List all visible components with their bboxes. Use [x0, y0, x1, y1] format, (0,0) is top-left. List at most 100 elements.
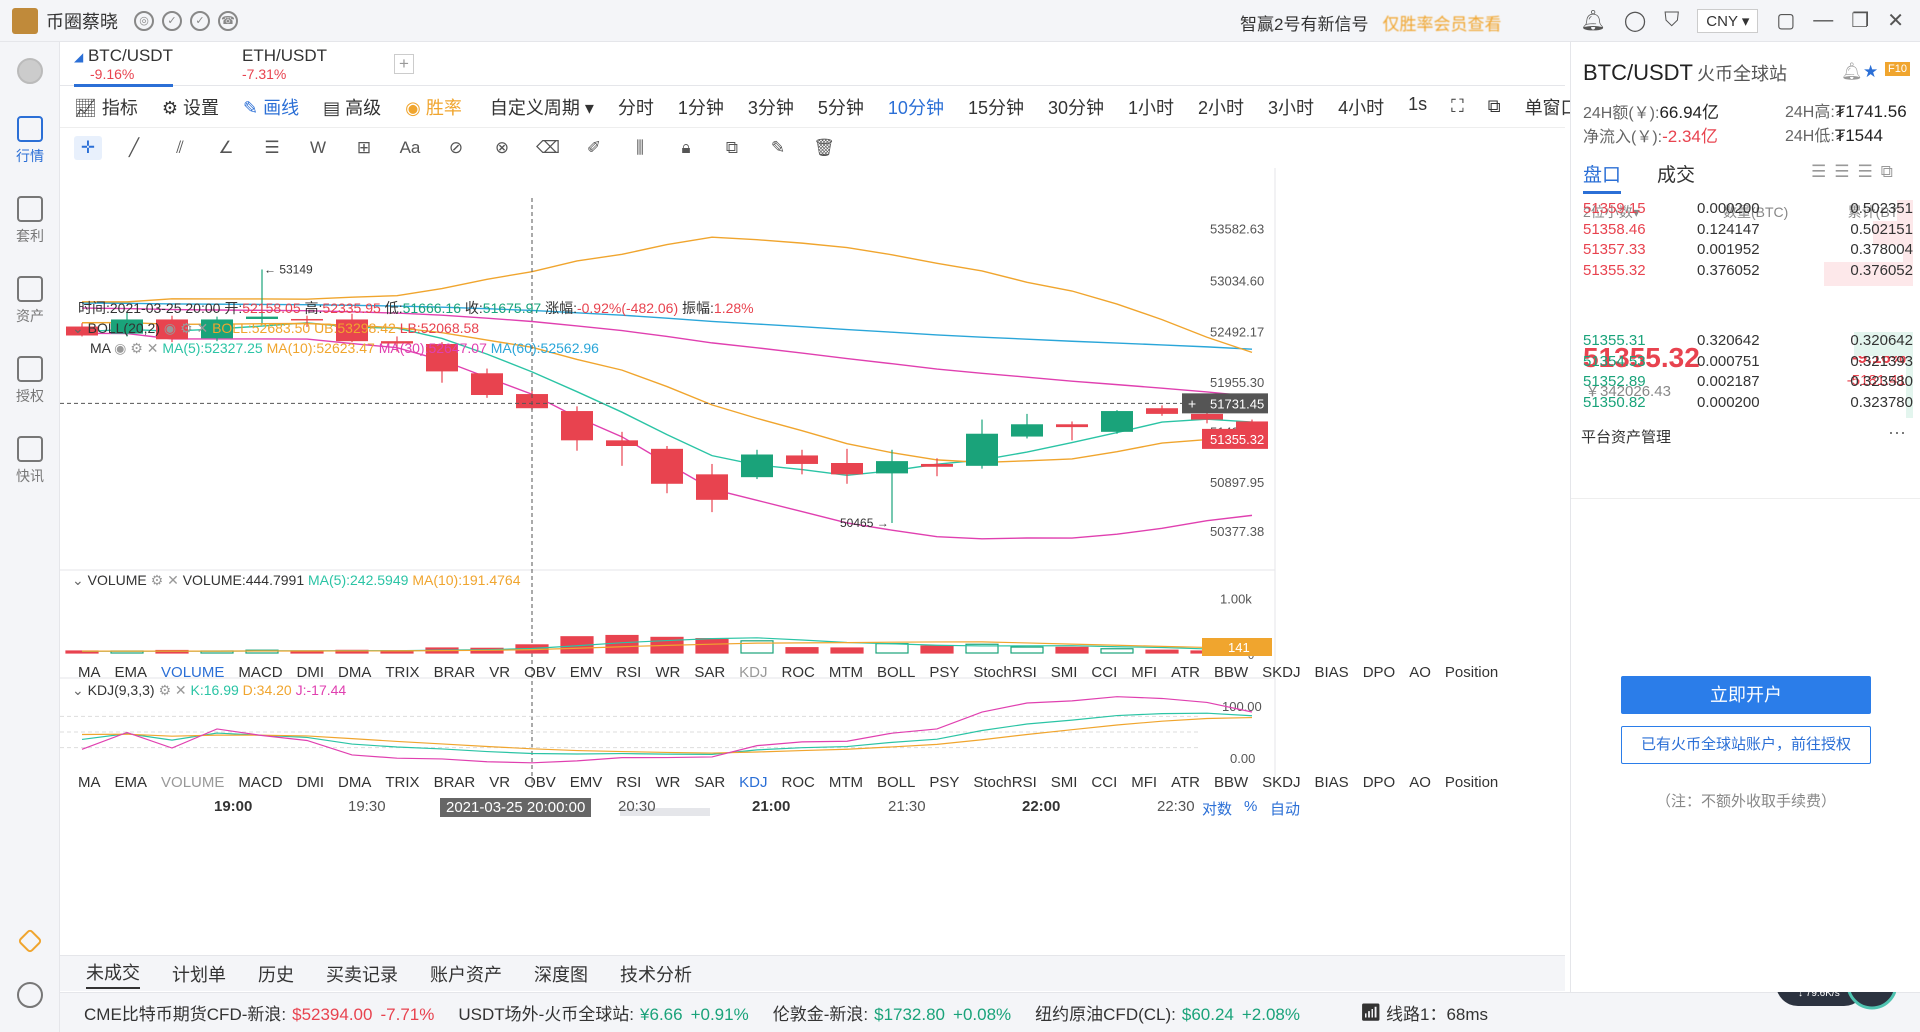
tab-orderbook[interactable]: 盘口 — [1583, 160, 1622, 194]
indicator-tab-sar[interactable]: SAR — [694, 664, 726, 681]
indicator-tab-dma[interactable]: DMA — [338, 664, 372, 681]
period-分时[interactable]: 分时 — [617, 97, 654, 118]
indicator-tab-macd[interactable]: MACD — [238, 664, 283, 681]
indicator-tab-macd[interactable]: MACD — [238, 774, 283, 791]
edit-tool-icon[interactable]: ✎ — [770, 138, 786, 157]
gear-icon[interactable] — [0, 982, 60, 1012]
candle-body[interactable] — [921, 463, 953, 467]
eye-icon[interactable]: ◉ — [114, 340, 127, 356]
indicator-tab-position[interactable]: Position — [1444, 664, 1499, 681]
indicator-tab-dpo[interactable]: DPO — [1362, 774, 1396, 791]
candle-body[interactable] — [1056, 424, 1088, 428]
popout-icon[interactable]: ⧉ — [1487, 96, 1501, 116]
indicator-tab-cci[interactable]: CCI — [1091, 774, 1118, 791]
indicator-tab-volume[interactable]: VOLUME — [161, 774, 225, 791]
wave-tool-icon[interactable]: W — [309, 138, 327, 157]
indicator-tab-rsi[interactable]: RSI — [616, 774, 642, 791]
orderbook-row[interactable]: 51359.15 0.000200 0.502351 — [1583, 200, 1913, 224]
settings-icon[interactable]: ◎ — [134, 10, 154, 31]
shirt-icon[interactable]: ⛉ — [1664, 9, 1680, 31]
eye-icon[interactable]: ◉ — [163, 320, 177, 336]
candle-body[interactable] — [1101, 411, 1133, 432]
volume-bar[interactable] — [695, 638, 729, 654]
indicator-tab-trix[interactable]: TRIX — [385, 664, 420, 681]
indicator-tab-psy[interactable]: PSY — [929, 664, 960, 681]
orderbook-row[interactable]: 51358.46 0.124147 0.502151 — [1583, 220, 1913, 245]
indicator-tab-kdj[interactable]: KDJ — [739, 774, 768, 791]
period-4小时[interactable]: 4小时 — [1338, 97, 1385, 118]
ticker-item[interactable]: 纽约原油CFD(CL): $60.24 +2.08% — [1035, 1000, 1300, 1025]
gear-icon[interactable]: ⚙︎ — [180, 320, 193, 336]
bell-icon[interactable]: 🔔︎ — [1841, 62, 1863, 81]
volume-bar[interactable] — [830, 647, 864, 654]
lock-tool-icon[interactable]: 🔒︎ — [681, 138, 691, 157]
period-2小时[interactable]: 2小时 — [1198, 97, 1245, 118]
volume-bar[interactable] — [605, 634, 639, 654]
indicator-tab-trix[interactable]: TRIX — [385, 774, 420, 791]
signal-link[interactable]: 仅胜率会员查看 — [1382, 15, 1502, 34]
single-window-button[interactable]: 单窗口 — [1524, 97, 1579, 118]
period-1s[interactable]: 1s — [1408, 93, 1428, 114]
close-icon[interactable]: ✕ — [167, 572, 179, 588]
volume-bar[interactable] — [1010, 646, 1044, 654]
volume-bar[interactable] — [1055, 646, 1089, 654]
close-icon[interactable]: ✕ — [174, 682, 187, 698]
tab-trades[interactable]: 成交 — [1657, 165, 1696, 186]
orderbook-row[interactable]: 51350.82 0.000200 0.323780 — [1583, 393, 1913, 418]
period-3分钟[interactable]: 3分钟 — [747, 97, 794, 118]
percent-scale-toggle[interactable]: % — [1244, 798, 1258, 815]
indicator-tab-emv[interactable]: EMV — [569, 774, 603, 791]
minimize-icon[interactable]: — — [1813, 9, 1834, 31]
period-10分钟[interactable]: 10分钟 — [887, 97, 944, 118]
volume-bar[interactable] — [740, 640, 774, 654]
fib-tool-icon[interactable]: ☰ — [264, 138, 280, 157]
indicator-tab-boll[interactable]: BOLL — [877, 774, 916, 791]
close-icon[interactable]: ✕ — [1887, 10, 1904, 32]
candle-body[interactable] — [786, 455, 818, 464]
ticker-item[interactable]: USDT场外-火币全球站: ¥6.66 +0.91% — [458, 1000, 748, 1025]
indicator-tab-dma[interactable]: DMA — [338, 774, 372, 791]
indicator-tab-dmi[interactable]: DMI — [296, 774, 325, 791]
pen-tool-icon[interactable]: ✐ — [586, 138, 602, 157]
magnet-tool-icon[interactable]: ⊘ — [448, 138, 464, 157]
orderbook-row[interactable]: 51355.31 0.320642 0.320642 — [1583, 332, 1913, 356]
candle-body[interactable] — [156, 319, 188, 340]
indicator-tab-roc[interactable]: ROC — [781, 774, 815, 791]
copy-tool-icon[interactable]: ⧉ — [725, 138, 739, 157]
candle-body[interactable] — [966, 433, 998, 466]
collapse-icon[interactable]: ⌄ — [72, 682, 84, 698]
line-tool-icon[interactable]: ╱ — [128, 138, 140, 157]
collapse-icon[interactable]: ⌄ — [72, 320, 84, 336]
indicator-tab-smi[interactable]: SMI — [1050, 774, 1078, 791]
bell-icon[interactable]: 🔔︎ — [1580, 10, 1606, 32]
candle-body[interactable] — [1146, 408, 1178, 414]
indicator-tab-volume[interactable]: VOLUME — [161, 664, 225, 681]
check-icon[interactable]: ✓ — [190, 10, 210, 31]
volume-bar[interactable] — [920, 645, 954, 654]
candle-body[interactable] — [651, 448, 683, 484]
indicator-tab-bbw[interactable]: BBW — [1213, 664, 1249, 681]
nav-news[interactable]: 快讯 — [0, 436, 60, 486]
indicator-tab-position[interactable]: Position — [1444, 774, 1499, 791]
restore-icon[interactable]: ❐ — [1851, 10, 1870, 32]
ticker-item[interactable]: CME比特币期货CFD-新浪: $52394.00 -7.71% — [84, 1000, 434, 1025]
bottom-tab-0[interactable]: 未成交 — [86, 959, 140, 989]
candle-body[interactable] — [831, 463, 863, 475]
nav-assets[interactable]: 资产 — [0, 276, 60, 326]
nav-authorize[interactable]: 授权 — [0, 356, 60, 406]
candle-body[interactable] — [561, 411, 593, 441]
period-15分钟[interactable]: 15分钟 — [967, 97, 1024, 118]
angle-tool-icon[interactable]: ∠ — [218, 138, 234, 157]
candle-body[interactable] — [66, 326, 98, 336]
bottom-tab-4[interactable]: 账户资产 — [430, 964, 502, 985]
indicator-tab-skdj[interactable]: SKDJ — [1262, 774, 1301, 791]
layout-icon[interactable]: ▢ — [1776, 10, 1796, 32]
candle-body[interactable] — [696, 474, 728, 500]
indicator-tab-roc[interactable]: ROC — [781, 664, 815, 681]
volume-bar[interactable] — [1100, 648, 1134, 654]
crosshair-tool-icon[interactable]: ✛ — [74, 136, 102, 160]
tab-btc-usdt[interactable]: ◢ BTC/USDT -9.16% — [74, 46, 173, 87]
indicator-tab-cci[interactable]: CCI — [1091, 664, 1118, 681]
indicator-tab-mfi[interactable]: MFI — [1131, 774, 1158, 791]
orderbook-row[interactable]: 51352.89 0.002187 0.323580 — [1583, 373, 1913, 397]
